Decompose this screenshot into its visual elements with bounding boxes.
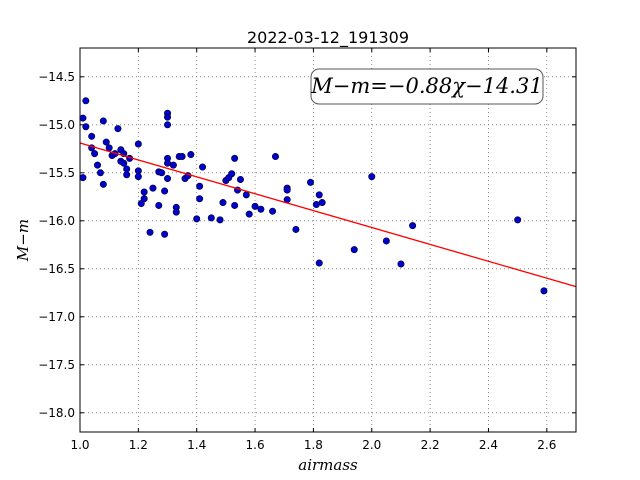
data-point bbox=[161, 230, 169, 238]
data-point bbox=[315, 259, 323, 267]
fit-annotation: M−m=−0.88χ−14.31 bbox=[310, 68, 544, 105]
data-point bbox=[164, 175, 172, 183]
x-tick-label: 2.2 bbox=[421, 438, 440, 452]
y-tick-label: −14.5 bbox=[38, 70, 75, 84]
data-point bbox=[242, 191, 250, 199]
data-point bbox=[102, 138, 110, 146]
x-tick-label: 1.8 bbox=[304, 438, 323, 452]
data-point bbox=[228, 170, 236, 178]
x-tick-label: 2.6 bbox=[537, 438, 556, 452]
plot-area-frame bbox=[79, 47, 577, 433]
data-point bbox=[123, 171, 131, 179]
y-tick-label: −17.0 bbox=[38, 310, 75, 324]
fit-line bbox=[79, 142, 577, 288]
data-point bbox=[172, 208, 180, 216]
data-point bbox=[82, 123, 90, 131]
data-point bbox=[91, 150, 99, 158]
data-point bbox=[79, 114, 87, 122]
data-point bbox=[409, 222, 417, 230]
data-point bbox=[155, 201, 163, 209]
data-point bbox=[94, 161, 102, 169]
x-tick-label: 2.4 bbox=[479, 438, 498, 452]
data-point bbox=[99, 180, 107, 188]
y-tick-label: −18.0 bbox=[38, 406, 75, 420]
data-point bbox=[257, 205, 265, 213]
data-point bbox=[368, 173, 376, 181]
x-tick-label: 1.4 bbox=[187, 438, 206, 452]
data-point bbox=[219, 199, 227, 207]
y-tick-label: −15.5 bbox=[38, 166, 75, 180]
data-point bbox=[82, 97, 90, 105]
data-point bbox=[187, 151, 195, 159]
data-point bbox=[146, 228, 154, 236]
data-point bbox=[193, 215, 201, 223]
data-point bbox=[105, 144, 113, 152]
data-point bbox=[199, 163, 207, 171]
data-point bbox=[236, 176, 244, 184]
data-point bbox=[134, 167, 142, 175]
fit-line-group bbox=[79, 142, 577, 288]
data-point bbox=[99, 117, 107, 125]
annotation-box bbox=[310, 68, 544, 105]
x-tick-label: 1.0 bbox=[70, 438, 89, 452]
data-point bbox=[123, 165, 131, 173]
data-point bbox=[231, 201, 239, 209]
data-point bbox=[196, 182, 204, 190]
data-point bbox=[134, 173, 142, 181]
y-tick-label: −17.5 bbox=[38, 358, 75, 372]
data-point bbox=[140, 195, 148, 203]
data-point bbox=[350, 246, 358, 254]
data-point bbox=[269, 207, 277, 215]
data-point bbox=[312, 200, 320, 208]
y-axis-label: M−m bbox=[14, 219, 32, 262]
data-point bbox=[231, 154, 239, 162]
data-point bbox=[251, 202, 259, 210]
data-point bbox=[178, 152, 186, 160]
data-point bbox=[271, 152, 279, 160]
data-point bbox=[292, 225, 300, 233]
data-point bbox=[149, 184, 157, 192]
data-point bbox=[96, 169, 104, 177]
x-tick-label: 2.0 bbox=[362, 438, 381, 452]
y-tick-label: −16.5 bbox=[38, 262, 75, 276]
x-tick-label: 1.2 bbox=[129, 438, 148, 452]
data-point bbox=[169, 161, 177, 169]
data-point bbox=[318, 199, 326, 207]
data-point bbox=[306, 178, 314, 186]
data-point bbox=[397, 260, 405, 268]
data-point bbox=[120, 159, 128, 167]
data-point bbox=[514, 216, 522, 224]
data-point bbox=[540, 287, 548, 295]
axis-ticks: 1.0 1.2 1.4 1.6 1.8 2.0 2.2 2.4 2.6 −14.5 −15.0 −15… bbox=[38, 48, 576, 452]
data-point bbox=[216, 216, 224, 224]
data-point bbox=[207, 214, 215, 222]
data-point bbox=[88, 132, 96, 140]
annotation-text: M−m=−0.88χ−14.31 bbox=[310, 74, 542, 98]
data-point bbox=[315, 191, 323, 199]
data-point bbox=[158, 169, 166, 177]
x-tick-label: 1.6 bbox=[246, 438, 265, 452]
data-point bbox=[382, 237, 390, 245]
x-axis-label: airmass bbox=[298, 456, 358, 474]
data-point bbox=[245, 210, 253, 218]
data-point bbox=[164, 159, 172, 167]
y-tick-label: −15.0 bbox=[38, 118, 75, 132]
data-point bbox=[283, 186, 291, 194]
y-tick-label: −16.0 bbox=[38, 214, 75, 228]
data-point bbox=[196, 195, 204, 203]
data-point bbox=[134, 140, 142, 148]
scatter-points bbox=[79, 97, 548, 295]
chart-title: 2022-03-12_191309 bbox=[247, 28, 409, 48]
data-point bbox=[114, 125, 122, 133]
data-point bbox=[161, 187, 169, 195]
data-point bbox=[140, 188, 148, 196]
grid bbox=[79, 48, 576, 432]
data-point bbox=[164, 113, 172, 121]
data-point bbox=[164, 121, 172, 129]
data-point bbox=[79, 174, 87, 182]
